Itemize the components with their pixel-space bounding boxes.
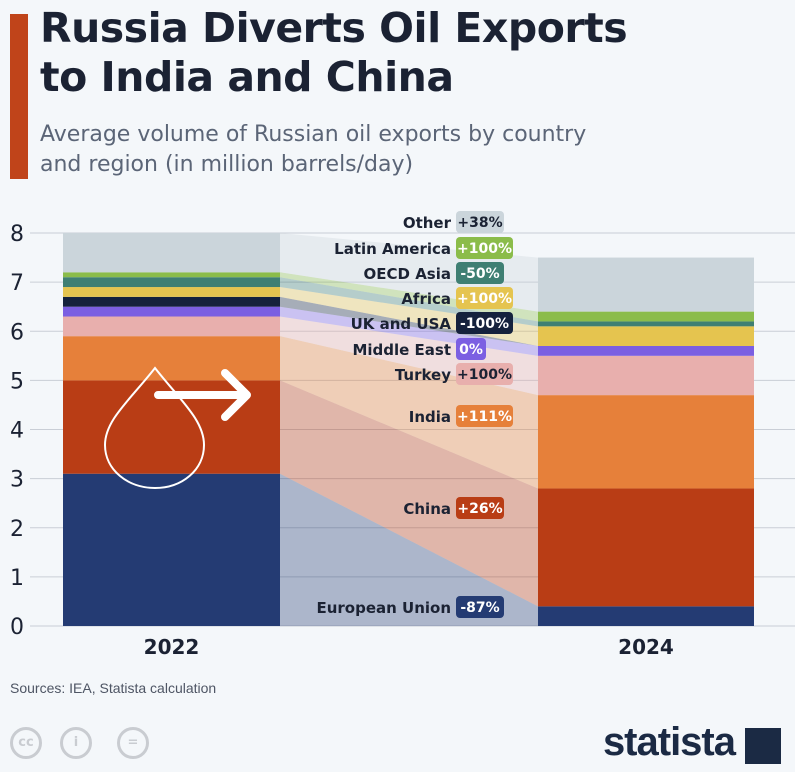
bar-segment bbox=[538, 257, 754, 312]
bar-segment bbox=[63, 287, 280, 297]
series-label: China bbox=[403, 500, 451, 518]
bar-segment bbox=[63, 272, 280, 278]
statista-logo[interactable]: statista bbox=[602, 720, 736, 764]
bar-segment bbox=[63, 473, 280, 626]
flow-band bbox=[280, 336, 538, 489]
series-label: Other bbox=[403, 214, 452, 232]
bar-segment bbox=[538, 606, 754, 626]
bar-segment bbox=[538, 345, 754, 356]
y-tick-label: 7 bbox=[10, 271, 24, 296]
change-badge-text: -87% bbox=[460, 600, 499, 616]
change-badge bbox=[456, 405, 513, 427]
bar-segment bbox=[63, 296, 280, 307]
bar-segment bbox=[538, 395, 754, 489]
change-badge bbox=[456, 287, 513, 309]
series-label: Latin America bbox=[334, 240, 451, 258]
change-badge-text: -50% bbox=[460, 266, 499, 282]
change-badge bbox=[456, 262, 504, 284]
series-label: UK and USA bbox=[351, 315, 452, 333]
change-badge bbox=[456, 338, 486, 360]
change-badge-text: +100% bbox=[457, 367, 512, 383]
bar-segment bbox=[63, 336, 280, 381]
y-tick-label: 5 bbox=[10, 369, 24, 394]
change-badge-text: +111% bbox=[457, 409, 512, 425]
bar-segment bbox=[63, 316, 280, 337]
change-badge bbox=[456, 596, 504, 618]
change-badge-text: +100% bbox=[457, 241, 512, 257]
flow-band bbox=[280, 272, 538, 322]
y-tick-label: 1 bbox=[10, 566, 24, 591]
series-label: European Union bbox=[316, 599, 451, 617]
bar-segment bbox=[538, 326, 754, 346]
change-badge bbox=[456, 237, 513, 259]
bar-segment bbox=[538, 311, 754, 322]
series-label: Middle East bbox=[352, 341, 451, 359]
no-derivatives-icon[interactable]: = bbox=[117, 727, 149, 759]
chart-title: Russia Diverts Oil Exports to India and … bbox=[40, 4, 628, 101]
change-badge-text: 0% bbox=[459, 342, 483, 358]
series-label: India bbox=[409, 408, 451, 426]
x-tick-label: 2022 bbox=[144, 635, 200, 659]
series-label: OECD Asia bbox=[364, 265, 451, 283]
oil-drop-icon bbox=[103, 366, 206, 490]
change-badge-text: -100% bbox=[460, 316, 509, 332]
change-badge bbox=[456, 363, 513, 385]
attribution-icon[interactable]: i bbox=[60, 727, 92, 759]
y-tick-label: 0 bbox=[10, 615, 24, 640]
change-badge-text: +26% bbox=[457, 501, 502, 517]
series-label: Africa bbox=[401, 290, 451, 308]
change-badge-text: +100% bbox=[457, 291, 512, 307]
y-tick-label: 4 bbox=[10, 419, 24, 444]
bar-segment bbox=[538, 488, 754, 607]
y-tick-label: 2 bbox=[10, 517, 24, 542]
source-note: Sources: IEA, Statista calculation bbox=[10, 680, 217, 696]
change-badge bbox=[456, 211, 504, 233]
x-tick-label: 2024 bbox=[618, 635, 674, 659]
change-badge-text: +38% bbox=[457, 215, 502, 231]
accent-bar bbox=[10, 14, 28, 179]
flow-band bbox=[280, 473, 538, 626]
y-tick-label: 8 bbox=[10, 222, 24, 247]
oil-drop-arrow-icon bbox=[103, 366, 251, 490]
flow-band bbox=[280, 380, 538, 607]
bar-segment bbox=[63, 233, 280, 273]
y-tick-label: 3 bbox=[10, 468, 24, 493]
bar-segment bbox=[63, 306, 280, 317]
change-badge bbox=[456, 312, 513, 334]
bar-segment bbox=[538, 321, 754, 327]
arrow-right-icon bbox=[154, 369, 251, 421]
y-tick-label: 6 bbox=[10, 320, 24, 345]
chart-subtitle: Average volume of Russian oil exports by… bbox=[40, 122, 587, 177]
statista-logo-mark bbox=[745, 728, 781, 764]
cc-icon[interactable]: cc bbox=[10, 727, 42, 759]
series-label: Turkey bbox=[395, 366, 451, 384]
bar-segment bbox=[538, 355, 754, 396]
bar-segment bbox=[63, 277, 280, 288]
change-badge bbox=[456, 497, 504, 519]
